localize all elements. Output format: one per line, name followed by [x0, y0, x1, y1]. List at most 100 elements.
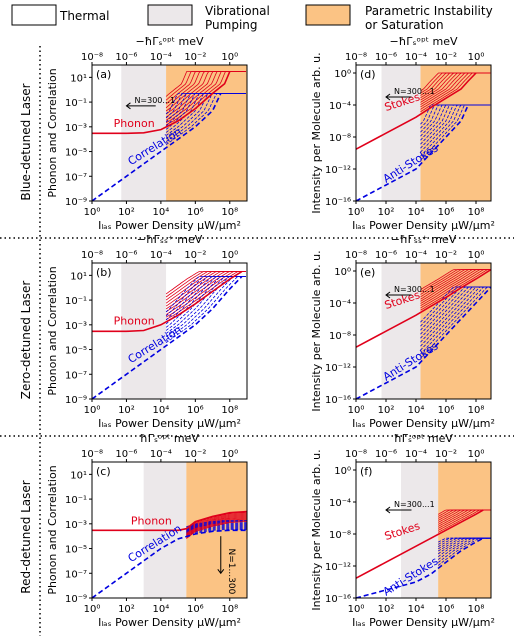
x-tick-label: 10² — [378, 405, 395, 416]
y-tick-label: 10⁻⁷ — [65, 172, 87, 183]
y-tick-label: 10⁰ — [334, 267, 351, 278]
plot-frame — [91, 461, 248, 599]
top-tick-label: 10⁻⁸ — [81, 449, 103, 460]
series-label-phonon: Phonon — [131, 514, 172, 527]
top-tick-label: 10⁰ — [221, 250, 238, 261]
n-curve-10 — [165, 271, 246, 295]
series-label-phonon: Phonon — [114, 117, 155, 130]
y-tick-label: 10⁻¹ — [65, 495, 87, 506]
n-curve-6 — [420, 286, 491, 339]
n-curve-9 — [186, 521, 247, 529]
x-tick-label: 10² — [118, 604, 135, 615]
y-tick-label: 10⁻⁷ — [65, 569, 87, 580]
panel-label: (d) — [360, 68, 376, 81]
x-tick-label: 10⁰ — [348, 207, 365, 218]
n-curve-2 — [165, 271, 246, 318]
y-axis-label: Phonon and Correlation — [46, 465, 59, 594]
top-tick-label: 10⁻⁴ — [150, 449, 172, 460]
x-axis-label: Iₗₐₛ Power Density μW/μm² — [352, 417, 495, 430]
x-tick-label: 10⁰ — [348, 405, 365, 416]
n-curve-1 — [186, 512, 248, 531]
y-tick-label: 10⁻¹⁶ — [325, 197, 351, 208]
n-arrow-label: N=300...1 — [134, 96, 175, 105]
x-tick-label: 10² — [378, 207, 395, 218]
y-tick-label: 10⁻³ — [65, 123, 87, 134]
y-tick-label: 10¹ — [70, 470, 87, 481]
top-axis-label: ħΓₛᵒᵖᵗ meV — [140, 432, 199, 445]
legend-thermal-label: Thermal — [59, 9, 109, 23]
n-curve-10 — [420, 269, 491, 291]
x-axis-label: Iₗₐₛ Power Density μW/μm² — [352, 616, 495, 629]
x-axis-label: Iₗₐₛ Power Density μW/μm² — [98, 219, 241, 232]
top-tick-label: 10⁻² — [184, 449, 206, 460]
x-tick-label: 10⁸ — [468, 604, 485, 615]
series-line-phonon — [92, 510, 248, 532]
top-tick-label: 10⁻² — [184, 52, 206, 63]
top-tick-label: 10⁻⁴ — [150, 52, 172, 63]
x-tick-label: 10² — [118, 207, 135, 218]
y-tick-label: 10⁻¹² — [325, 165, 351, 176]
top-tick-label: 10⁻⁴ — [150, 250, 172, 261]
y-tick-label: 10⁻⁹ — [65, 395, 87, 406]
top-tick-label: 10⁻⁶ — [115, 449, 137, 460]
x-tick-label: 10⁴ — [153, 405, 170, 416]
n-curve-1 — [165, 276, 246, 344]
y-tick-label: 10⁻⁷ — [65, 370, 87, 381]
top-tick-label: 10⁻⁸ — [81, 250, 103, 261]
top-tick-label: 10⁻⁸ — [345, 449, 367, 460]
series-line-anti-stokes — [355, 286, 492, 400]
y-tick-label: 10⁰ — [334, 466, 351, 477]
top-tick-label: 10⁰ — [468, 449, 485, 460]
n-curve-10 — [165, 71, 246, 97]
legend-pumping-label: Vibrational Pumping — [205, 4, 274, 32]
x-tick-label: 10⁶ — [438, 207, 455, 218]
x-tick-label: 10⁸ — [221, 405, 238, 416]
n-curve-1 — [420, 104, 491, 161]
y-tick-label: 10⁻⁵ — [65, 545, 87, 556]
top-tick-label: 10⁻⁴ — [405, 52, 427, 63]
top-tick-label: 10⁻⁸ — [345, 52, 367, 63]
series-line-anti-stokes — [355, 104, 469, 202]
x-tick-label: 10⁶ — [438, 604, 455, 615]
y-tick-label: 10¹ — [70, 73, 87, 84]
row-label-zero: Zero-detuned Laser — [19, 281, 33, 400]
series-line-stokes — [355, 509, 484, 579]
top-tick-label: 10⁻⁶ — [375, 52, 397, 63]
panel-label: (a) — [96, 68, 111, 81]
top-tick-label: 10⁻⁸ — [345, 250, 367, 261]
legend-instability-label: Parametric Instability or Saturation — [365, 4, 497, 32]
n-curve-9 — [165, 93, 246, 119]
n-curve-10 — [420, 286, 491, 323]
n-curve-5 — [437, 537, 491, 555]
x-tick-label: 10⁸ — [221, 604, 238, 615]
legend-pumping-swatch — [147, 4, 193, 26]
x-tick-label: 10⁰ — [84, 207, 101, 218]
legend-instability-line1: Parametric Instability — [365, 4, 493, 18]
x-tick-label: 10⁶ — [187, 604, 204, 615]
row-label-blue: Blue-detuned Laser — [19, 83, 33, 200]
series-label-phonon: Phonon — [114, 314, 155, 327]
x-axis-label: Iₗₐₛ Power Density μW/μm² — [98, 616, 241, 629]
y-tick-label: 10⁰ — [334, 69, 351, 80]
series-line-phonon — [92, 270, 243, 333]
n-curve-1 — [165, 93, 246, 146]
n-curve-2 — [420, 286, 491, 355]
legend-thermal-swatch — [11, 4, 57, 26]
x-axis-label: Iₗₐₛ Power Density μW/μm² — [98, 417, 241, 430]
plot-frame — [355, 461, 492, 599]
n-curve-8 — [165, 276, 246, 321]
legend-instability-swatch — [305, 4, 351, 26]
y-tick-label: 10⁻³ — [65, 321, 87, 332]
x-tick-label: 10⁰ — [84, 405, 101, 416]
n-curve-10 — [420, 72, 491, 92]
series-line-anti-stokes — [355, 537, 484, 599]
panel-label: (f) — [360, 465, 372, 478]
pumping-region — [401, 462, 439, 598]
n-curve-2 — [186, 527, 247, 535]
top-axis-label: −ħΓₛᵒᵖᵗ meV — [135, 35, 204, 48]
